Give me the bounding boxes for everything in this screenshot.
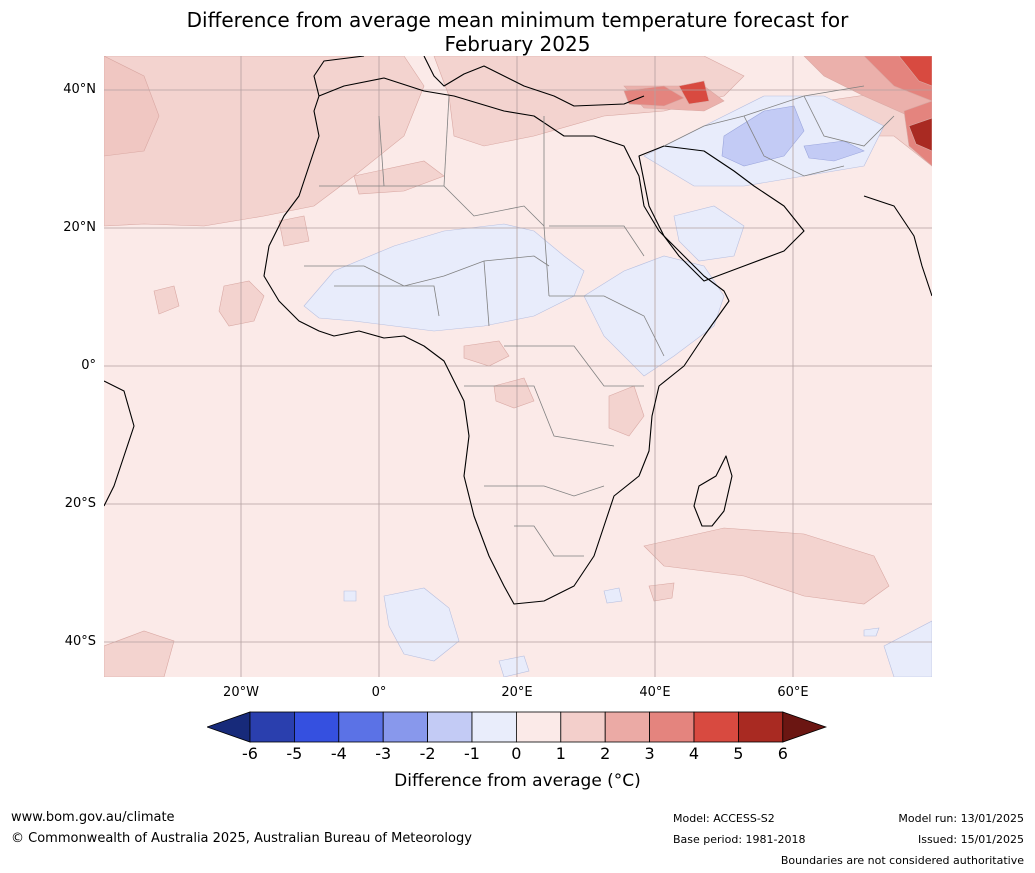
- colorbar-swatch: [649, 711, 695, 743]
- forecast-map: [104, 56, 932, 677]
- colorbar-swatch: [382, 711, 428, 743]
- colorbar-tick-label: -3: [375, 744, 392, 763]
- colorbar-tick-label: 4: [688, 744, 700, 763]
- title-line-1: Difference from average mean minimum tem…: [186, 8, 849, 32]
- colorbar-tick-label: -5: [286, 744, 303, 763]
- colorbar-tick-label: -4: [330, 744, 347, 763]
- colorbar-tick-label: 0: [511, 744, 522, 763]
- graticule: [104, 56, 932, 677]
- country-borders: [304, 85, 895, 557]
- title-line-2: February 2025: [444, 32, 591, 56]
- footer-issued: Issued: 15/01/2025: [917, 833, 1024, 846]
- coastlines: [104, 56, 932, 605]
- footer-base-period: Base period: 1981-2018: [673, 833, 806, 846]
- colorbar-swatch: [294, 711, 340, 743]
- colorbar-tick-label: 6: [777, 744, 788, 763]
- footer-model-run: Model run: 13/01/2025: [898, 812, 1024, 825]
- lon-label-20e: 20°E: [501, 685, 533, 700]
- colorbar-tick-label: 3: [644, 744, 655, 763]
- colorbar-swatch: [738, 711, 784, 743]
- colorbar-tick-label: 1: [555, 744, 566, 763]
- colorbar-tick-label: -6: [242, 744, 258, 763]
- colorbar-swatch: [427, 711, 473, 743]
- anomaly-cool-1-2: [721, 105, 865, 167]
- footer-website[interactable]: www.bom.gov.au/climate: [11, 810, 175, 825]
- lon-label-40e: 40°E: [639, 685, 671, 700]
- lat-label-20s: 20°S: [64, 496, 96, 511]
- colorbar-swatch: [249, 711, 295, 743]
- colorbar-extend-low: [207, 711, 251, 743]
- footer-disclaimer: Boundaries are not considered authoritat…: [780, 854, 1024, 867]
- colorbar: [207, 711, 828, 743]
- colorbar-tick-label: -2: [419, 744, 436, 763]
- colorbar-label: Difference from average (°C): [394, 771, 641, 791]
- colorbar-tick-label: -1: [464, 744, 480, 763]
- lat-label-40n: 40°N: [63, 82, 96, 97]
- colorbar-extend-high: [782, 711, 828, 743]
- lon-label-20w: 20°W: [223, 685, 259, 700]
- colorbar-swatch: [693, 711, 739, 743]
- colorbar-swatch: [604, 711, 651, 743]
- lon-label-60e: 60°E: [777, 685, 809, 700]
- footer-copyright: © Commonwealth of Australia 2025, Austra…: [11, 831, 472, 846]
- lat-label-equator: 0°: [81, 358, 96, 373]
- lat-label-20n: 20°N: [63, 220, 96, 235]
- footer-model: Model: ACCESS-S2: [673, 812, 775, 825]
- lat-label-40s: 40°S: [64, 634, 96, 649]
- colorbar-tick-label: 2: [600, 744, 611, 763]
- lon-label-0: 0°: [371, 685, 387, 700]
- colorbar-tick-label: 5: [733, 744, 744, 763]
- colorbar-swatch: [471, 711, 517, 743]
- anomaly-cool-0-1: [303, 95, 932, 677]
- colorbar-swatch: [515, 711, 562, 743]
- colorbar-swatch: [338, 711, 384, 743]
- colorbar-swatch: [560, 711, 606, 743]
- chart-title: Difference from average mean minimum tem…: [0, 8, 1035, 56]
